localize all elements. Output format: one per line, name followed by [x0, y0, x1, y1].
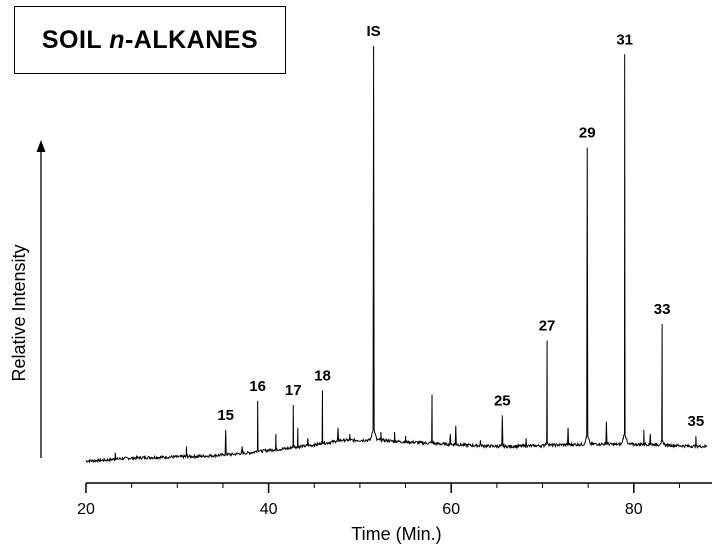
- x-tick-label: 80: [625, 501, 643, 518]
- chart-title: SOIL n-ALKANES: [41, 25, 259, 54]
- peak-label-17: 17: [285, 382, 302, 399]
- x-tick-label: 60: [442, 501, 460, 518]
- x-axis-title: Time (Min.): [351, 524, 441, 544]
- x-tick-label: 20: [77, 501, 95, 518]
- x-tick-label: 40: [260, 501, 278, 518]
- peak-label-35: 35: [688, 413, 705, 430]
- chromatogram-trace: [85, 45, 708, 464]
- peak-label-31: 31: [616, 31, 633, 48]
- peak-label-33: 33: [654, 301, 671, 318]
- peak-label-27: 27: [539, 318, 556, 335]
- peak-label-29: 29: [579, 125, 596, 142]
- chart-title-box: SOIL n-ALKANES: [14, 6, 286, 74]
- peak-label-IS: IS: [367, 23, 381, 40]
- peak-label-16: 16: [249, 378, 266, 395]
- peak-label-18: 18: [314, 367, 331, 384]
- peak-label-25: 25: [494, 392, 511, 409]
- y-axis-title: Relative Intensity: [9, 244, 29, 381]
- y-axis-arrowhead: [36, 140, 46, 152]
- peak-label-15: 15: [217, 407, 234, 424]
